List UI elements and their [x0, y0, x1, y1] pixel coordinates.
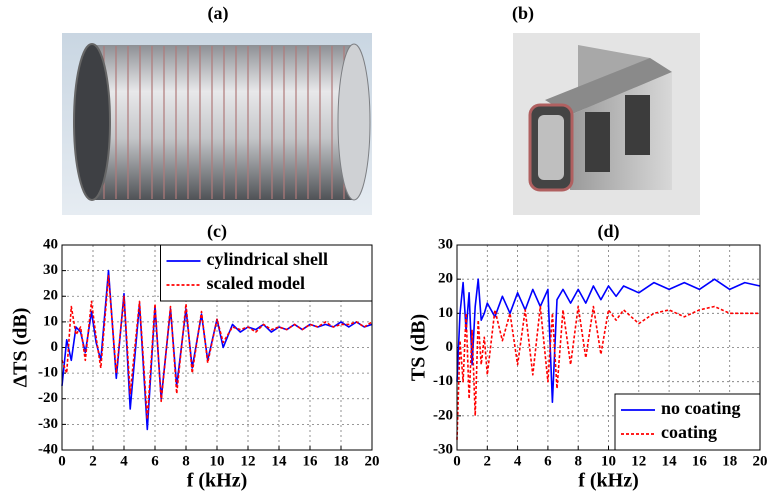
x-tick-label: 8 — [574, 453, 582, 469]
y-tick-label: -10 — [38, 365, 58, 381]
y-tick-label: 0 — [446, 339, 454, 355]
image-b — [513, 33, 700, 215]
x-tick-label: 14 — [662, 453, 678, 469]
x-axis-label: f (kHz) — [578, 470, 639, 492]
chart-title: (d) — [598, 221, 620, 242]
x-tick-label: 16 — [303, 453, 319, 469]
legend-label: cylindrical shell — [207, 249, 329, 269]
x-tick-label: 16 — [692, 453, 708, 469]
x-tick-label: 10 — [601, 453, 616, 469]
y-tick-label: 10 — [43, 313, 58, 329]
y-tick-label: 30 — [43, 262, 58, 278]
y-axis-label: ΔTS (dB) — [10, 308, 32, 388]
legend-label: no coating — [661, 398, 741, 418]
x-tick-label: 14 — [272, 453, 288, 469]
y-tick-label: 0 — [51, 339, 59, 355]
legend-label: coating — [661, 422, 717, 442]
x-tick-label: 18 — [334, 453, 349, 469]
x-tick-label: 6 — [544, 453, 552, 469]
chart-title: (c) — [207, 221, 227, 242]
x-tick-label: 2 — [89, 453, 97, 469]
x-tick-label: 12 — [241, 453, 256, 469]
y-tick-label: 40 — [43, 236, 58, 252]
y-tick-label: -40 — [38, 441, 58, 457]
y-tick-label: 20 — [438, 271, 453, 287]
panel-label: (a) — [208, 3, 229, 24]
x-tick-label: 8 — [182, 453, 190, 469]
x-tick-label: 20 — [365, 453, 380, 469]
x-tick-label: 0 — [58, 453, 66, 469]
figure: (a) (b) (c)-40-30-20-1001020304002468101… — [0, 0, 770, 495]
y-axis-label: TS (dB) — [408, 314, 430, 381]
y-tick-label: -20 — [433, 407, 453, 423]
x-tick-label: 20 — [753, 453, 768, 469]
y-tick-label: 10 — [438, 305, 453, 321]
x-tick-label: 18 — [722, 453, 737, 469]
x-tick-label: 0 — [453, 453, 461, 469]
y-tick-label: 30 — [438, 236, 453, 252]
x-tick-label: 2 — [484, 453, 492, 469]
y-tick-label: -10 — [433, 373, 453, 389]
legend-label: scaled model — [207, 273, 306, 293]
image-a — [62, 33, 372, 215]
x-tick-label: 12 — [631, 453, 646, 469]
y-tick-label: -30 — [38, 416, 58, 432]
y-tick-label: -20 — [38, 390, 58, 406]
x-tick-label: 4 — [514, 453, 522, 469]
x-tick-label: 10 — [210, 453, 225, 469]
y-tick-label: -30 — [433, 441, 453, 457]
x-tick-label: 4 — [120, 453, 128, 469]
x-axis-label: f (kHz) — [187, 470, 248, 492]
y-tick-label: 20 — [43, 288, 58, 304]
x-tick-label: 6 — [151, 453, 159, 469]
panel-label: (b) — [512, 3, 534, 24]
